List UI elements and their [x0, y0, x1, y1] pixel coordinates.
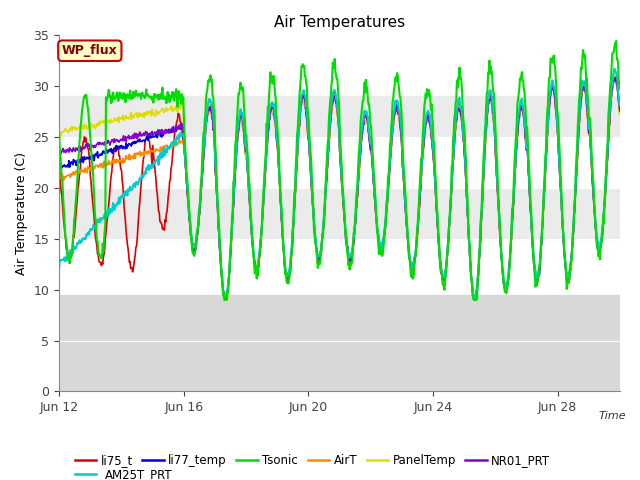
Legend: AM25T_PRT: AM25T_PRT [70, 464, 178, 480]
Text: Time: Time [598, 411, 626, 421]
Legend: li75_t, li77_temp, Tsonic, AirT, PanelTemp, NR01_PRT: li75_t, li77_temp, Tsonic, AirT, PanelTe… [70, 449, 555, 472]
Y-axis label: Air Temperature (C): Air Temperature (C) [15, 152, 28, 275]
Text: WP_flux: WP_flux [62, 44, 118, 57]
Title: Air Temperatures: Air Temperatures [274, 15, 405, 30]
Bar [59, 295, 620, 392]
Bar [59, 188, 620, 239]
Bar [59, 96, 620, 137]
